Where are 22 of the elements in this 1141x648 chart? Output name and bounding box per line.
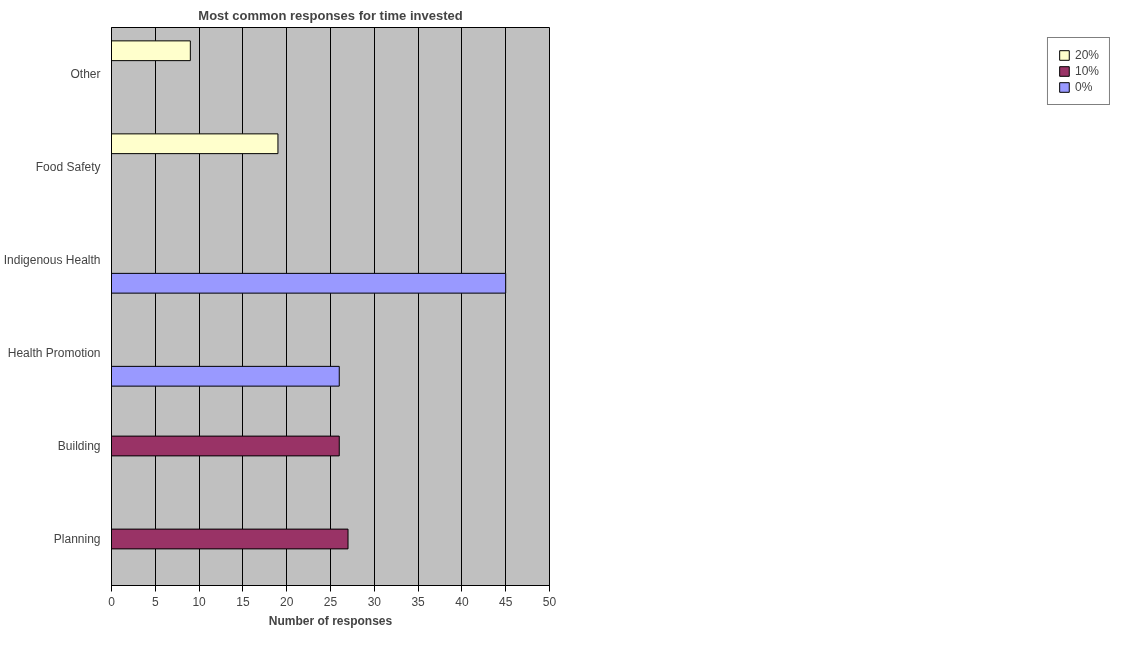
x-tick-label: 5 [151,594,159,609]
y-tick-label: Building [57,439,101,453]
legend-label: 0% [1074,80,1094,94]
x-tick-label: 45 [499,594,513,609]
x-tick-label: 10 [192,594,207,609]
x-tick-label: 15 [236,594,250,609]
x-tick-label: 50 [542,594,557,609]
y-tick-label: Food Safety [35,160,101,174]
x-tick-label: 35 [411,594,426,609]
y-tick-label: Planning [53,532,101,546]
x-tick-label: 20 [280,594,294,609]
x-tick-label: 30 [367,594,382,609]
chart-title: Most common responses for time invested [198,7,463,23]
y-tick-label: Health Promotion [7,346,101,360]
x-tick-label: 0 [108,594,116,609]
legend-label: 20% [1074,48,1099,62]
y-tick-label: Indigenous Health [3,253,101,267]
x-tick-label: 25 [323,594,338,609]
x-axis-title: Number of responses [268,613,393,628]
legend-label: 10% [1074,64,1099,78]
y-tick-label: Other [70,67,101,81]
x-tick-label: 40 [455,594,469,609]
